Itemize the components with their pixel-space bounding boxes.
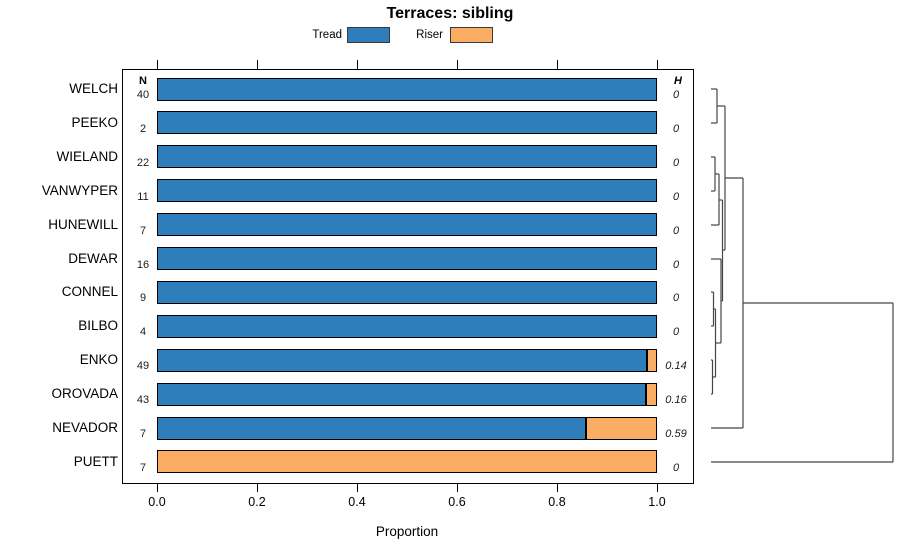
n-value: 22 [136,156,150,169]
bar-riser-segment [585,416,657,440]
h-value: 0.16 [665,394,687,407]
n-column-header: N [139,75,147,87]
x-axis-tick-label: 0.0 [148,495,166,509]
row-label: CONNEL [61,284,118,300]
h-value: 0.14 [665,360,687,373]
x-axis-tick-label: 0.4 [348,495,366,509]
row-label: DEWAR [68,250,118,266]
n-value: 7 [139,428,147,440]
n-value: 7 [139,461,147,474]
h-value: 0 [672,224,680,237]
h-value: 0 [672,190,680,203]
n-value: 40 [136,89,150,101]
n-value: 49 [136,360,150,373]
bar-tread-segment [157,213,657,237]
n-value: 2 [139,122,147,135]
row-label: VANWYPER [41,182,118,198]
h-value: 0 [672,326,680,339]
h-value: 0 [672,89,680,101]
legend-label-tread: Tread [312,29,342,41]
top-axis-tick [156,60,158,69]
x-axis-label: Proportion [375,524,439,539]
row-label: OROVADA [51,386,118,402]
bar-tread-segment [157,111,657,135]
x-axis-tick [556,484,558,492]
row-label: ENKO [79,352,118,368]
top-axis-tick [556,60,558,69]
top-axis-tick [256,60,258,69]
x-axis-tick-label: 0.2 [248,495,266,509]
bar-riser-segment [645,382,657,406]
plot-box [122,69,694,484]
h-value: 0 [672,461,680,474]
h-value: 0.59 [665,428,687,440]
bar-tread-segment [157,280,657,304]
x-axis-tick [356,484,358,492]
row-label: HUNEWILL [48,216,118,232]
row-label: WELCH [69,81,118,96]
bar-riser-segment [647,348,657,372]
bar-tread-segment [157,247,657,270]
legend-swatch-riser [450,27,493,43]
top-axis-tick [356,60,358,69]
n-value: 9 [139,292,147,305]
row-label: PEEKO [71,114,118,130]
bar-riser-segment [157,450,657,474]
row-label: PUETT [73,453,118,469]
h-column-header: H [674,75,682,87]
bar-tread-segment [157,382,646,406]
n-value: 7 [139,224,147,237]
x-axis-tick [656,484,658,492]
n-value: 11 [137,190,149,203]
bar-tread-segment [157,145,657,169]
n-value: 4 [139,326,147,339]
legend-swatch-tread [347,27,390,43]
top-axis-tick [456,60,458,69]
top-axis-tick [656,60,658,69]
row-label: WIELAND [56,148,118,164]
h-value: 0 [672,122,680,135]
x-axis-tick [156,484,158,492]
legend-label-riser: Riser [416,29,443,41]
bar-tread-segment [157,314,657,338]
x-axis-tick [456,484,458,492]
row-label: NEVADOR [52,420,118,435]
chart-title: Terraces: sibling [386,5,514,22]
h-value: 0 [672,156,680,169]
x-axis-tick-label: 1.0 [648,495,666,509]
x-axis-tick-label: 0.6 [448,495,466,509]
bar-tread-segment [157,416,586,440]
x-axis-tick [256,484,258,492]
row-label: BILBO [78,318,118,334]
n-value: 16 [136,258,150,271]
h-value: 0 [672,258,680,271]
x-axis-tick-label: 0.8 [548,495,566,509]
h-value: 0 [672,292,680,305]
bar-tread-segment [157,179,657,203]
n-value: 43 [136,394,150,407]
bar-tread-segment [157,77,657,101]
bar-tread-segment [157,348,647,372]
